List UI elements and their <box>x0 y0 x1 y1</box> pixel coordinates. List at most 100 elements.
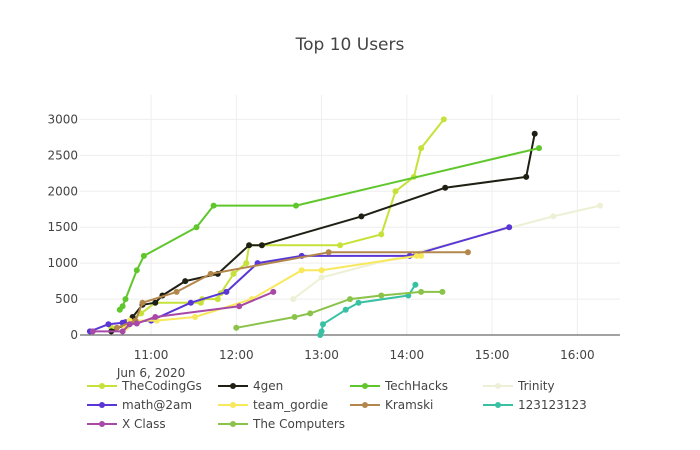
data-point <box>319 328 325 334</box>
data-point <box>141 253 147 259</box>
x-tick-label: 16:00 <box>560 348 595 362</box>
data-point <box>418 253 424 259</box>
data-point <box>114 325 120 331</box>
legend-label: The Computers <box>252 417 345 431</box>
legend-label: team_gordie <box>253 398 328 412</box>
legend-swatch-marker <box>230 383 236 389</box>
legend-item: 123123123 <box>483 398 587 412</box>
x-tick-label: 11:00 <box>134 348 169 362</box>
x-tick-label: 15:00 <box>475 348 510 362</box>
legend-label: 123123123 <box>518 398 587 412</box>
series-line <box>120 148 539 310</box>
data-point <box>597 203 603 209</box>
x-tick-label: 12:00 <box>219 348 254 362</box>
chart-title: Top 10 Users <box>295 35 405 55</box>
data-point <box>182 278 188 284</box>
data-point <box>215 296 221 302</box>
data-point <box>120 303 126 309</box>
data-point <box>347 296 353 302</box>
legend-item: Kramski <box>350 398 433 412</box>
legend-swatch-marker <box>99 383 105 389</box>
data-point <box>319 275 325 281</box>
data-point <box>259 242 265 248</box>
data-point <box>188 300 194 306</box>
data-point <box>532 131 538 137</box>
data-point <box>192 314 198 320</box>
legend-swatch-marker <box>495 402 501 408</box>
legend-item: 4gen <box>218 379 283 393</box>
data-point <box>293 203 299 209</box>
legend-label: TechHacks <box>384 379 448 393</box>
legend-swatch-marker <box>230 421 236 427</box>
data-point <box>134 321 140 327</box>
data-point <box>152 300 158 306</box>
data-point <box>231 271 237 277</box>
data-point <box>393 188 399 194</box>
legend-label: TheCodingGs <box>121 379 202 393</box>
data-point <box>442 185 448 191</box>
data-point <box>236 303 242 309</box>
data-point <box>152 314 158 320</box>
data-point <box>292 314 298 320</box>
data-point <box>174 289 180 295</box>
legend-swatch-marker <box>99 421 105 427</box>
series-line <box>236 292 442 328</box>
legend-item: Trinity <box>483 379 555 393</box>
data-point <box>211 203 217 209</box>
y-tick-label: 1000 <box>47 256 78 270</box>
series-line <box>320 285 415 335</box>
y-tick-label: 0 <box>70 328 78 342</box>
data-point <box>343 307 349 313</box>
data-point <box>358 213 364 219</box>
data-point <box>120 328 126 334</box>
data-point <box>307 310 313 316</box>
legend-item: TechHacks <box>350 379 448 393</box>
y-tick-label: 2000 <box>47 184 78 198</box>
legend-label: Kramski <box>385 398 433 412</box>
series-4gen <box>108 131 537 335</box>
data-point <box>337 242 343 248</box>
data-point <box>320 321 326 327</box>
data-point <box>523 174 529 180</box>
data-point <box>127 321 133 327</box>
data-point <box>319 267 325 273</box>
legend-label: X Class <box>122 417 166 431</box>
legend-swatch-marker <box>362 383 368 389</box>
legend-swatch-marker <box>99 402 105 408</box>
data-point <box>412 282 418 288</box>
legend-item: TheCodingGs <box>87 379 202 393</box>
data-point <box>378 293 384 299</box>
series-TechHacks <box>117 145 542 313</box>
data-point <box>270 289 276 295</box>
data-point <box>441 116 447 122</box>
data-point <box>418 145 424 151</box>
y-tick-label: 3000 <box>47 112 78 126</box>
legend-item: X Class <box>87 417 166 431</box>
legend-swatch-marker <box>230 402 236 408</box>
data-point <box>506 224 512 230</box>
data-point <box>243 260 249 266</box>
data-point <box>536 145 542 151</box>
y-tick-label: 500 <box>55 292 78 306</box>
data-point <box>105 321 111 327</box>
data-point <box>223 289 229 295</box>
data-point <box>418 289 424 295</box>
data-point <box>90 328 96 334</box>
data-point <box>439 289 445 295</box>
legend-label: 4gen <box>253 379 283 393</box>
data-point <box>246 242 252 248</box>
legend-item: team_gordie <box>218 398 328 412</box>
legend-item: math@2am <box>87 398 192 412</box>
legend-label: math@2am <box>122 398 192 412</box>
y-tick-label: 2500 <box>47 148 78 162</box>
legend-swatch-marker <box>362 402 368 408</box>
data-point <box>233 325 239 331</box>
data-point <box>140 300 146 306</box>
data-point <box>194 224 200 230</box>
legend: TheCodingGs 4gen TechHacks Trinity math@2am t… <box>87 379 587 431</box>
data-point <box>208 271 214 277</box>
y-tick-label: 1500 <box>47 220 78 234</box>
data-point <box>378 231 384 237</box>
legend-item: The Computers <box>218 417 345 431</box>
